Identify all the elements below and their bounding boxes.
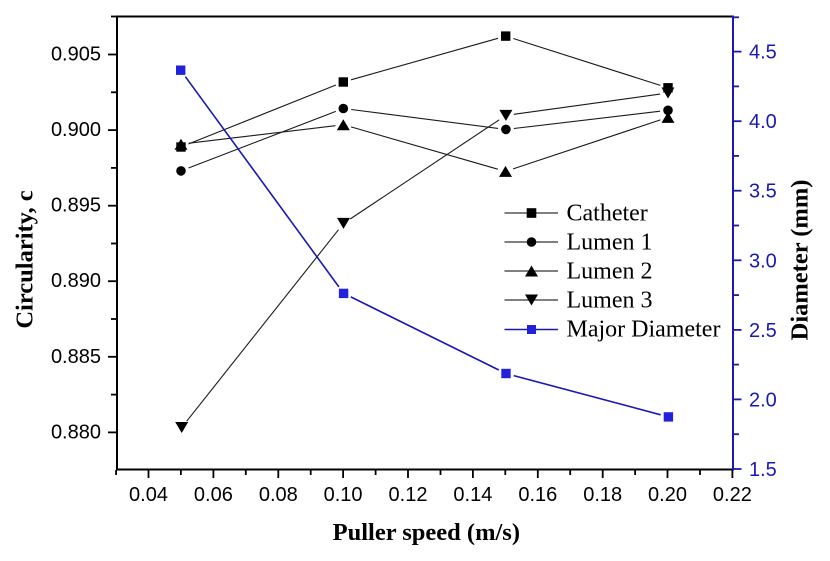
svg-text:3.0: 3.0: [749, 250, 777, 272]
svg-text:0.04: 0.04: [129, 484, 168, 506]
svg-text:Catheter: Catheter: [567, 201, 648, 227]
svg-text:3.5: 3.5: [749, 181, 777, 203]
svg-text:0.16: 0.16: [518, 484, 557, 506]
svg-text:Lumen 3: Lumen 3: [567, 288, 653, 314]
svg-text:2.5: 2.5: [749, 320, 777, 342]
svg-text:0.10: 0.10: [324, 484, 363, 506]
svg-text:0.20: 0.20: [648, 484, 687, 506]
svg-text:0.18: 0.18: [583, 484, 622, 506]
svg-text:0.08: 0.08: [259, 484, 298, 506]
svg-text:0.905: 0.905: [51, 44, 101, 66]
svg-text:Major Diameter: Major Diameter: [567, 317, 721, 343]
svg-text:0.885: 0.885: [51, 346, 101, 368]
svg-text:0.06: 0.06: [194, 484, 233, 506]
svg-text:Lumen 2: Lumen 2: [567, 259, 653, 285]
svg-text:2.0: 2.0: [749, 389, 777, 411]
svg-text:0.900: 0.900: [51, 119, 101, 141]
svg-text:0.22: 0.22: [713, 484, 752, 506]
svg-text:0.895: 0.895: [51, 195, 101, 217]
svg-text:0.14: 0.14: [453, 484, 492, 506]
svg-text:Diameter (mm): Diameter (mm): [787, 180, 814, 341]
svg-text:0.12: 0.12: [389, 484, 428, 506]
svg-text:4.5: 4.5: [749, 42, 777, 64]
svg-text:0.880: 0.880: [51, 421, 101, 443]
svg-text:0.890: 0.890: [51, 270, 101, 292]
svg-text:Circularity, c: Circularity, c: [12, 190, 39, 328]
svg-text:Puller speed (m/s): Puller speed (m/s): [333, 519, 520, 546]
svg-text:Lumen 1: Lumen 1: [567, 230, 653, 256]
svg-text:4.0: 4.0: [749, 111, 777, 133]
svg-text:1.5: 1.5: [749, 459, 777, 481]
